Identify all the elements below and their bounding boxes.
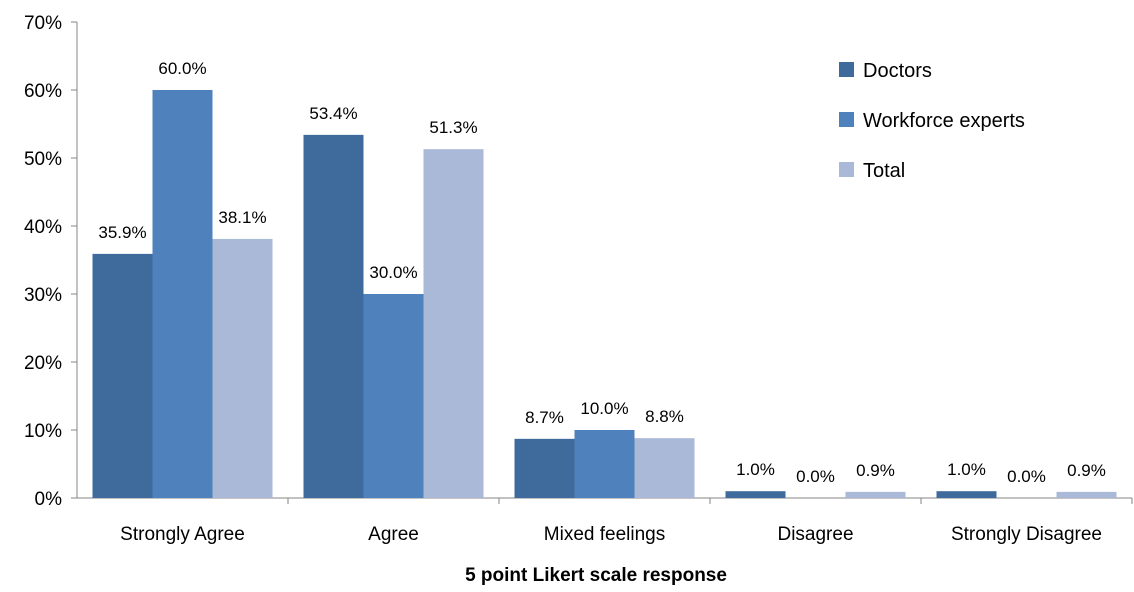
bar	[725, 491, 786, 498]
legend-swatch	[839, 162, 854, 177]
bar	[936, 491, 997, 498]
y-tick-label: 10%	[24, 421, 62, 442]
x-category-label: Mixed feelings	[544, 524, 665, 545]
bar	[423, 149, 484, 498]
y-tick-label: 40%	[24, 217, 62, 238]
data-label: 53.4%	[309, 104, 357, 123]
y-tick-label: 60%	[24, 81, 62, 102]
legend-swatch	[839, 112, 854, 127]
bar	[634, 438, 695, 498]
axes: 0% 10% 20% 30% 40% 50% 60% 70% Strongly Agree Agr…	[24, 13, 1133, 545]
data-label: 0.9%	[856, 461, 895, 480]
legend-label: Total	[863, 160, 905, 182]
legend-label: Workforce experts	[863, 110, 1025, 132]
data-label: 10.0%	[580, 399, 628, 418]
bar	[152, 90, 213, 498]
data-label: 8.7%	[525, 408, 564, 427]
data-label: 30.0%	[369, 263, 417, 282]
bar	[92, 253, 153, 498]
data-label: 1.0%	[736, 460, 775, 479]
data-label: 0.0%	[796, 467, 835, 486]
data-label: 38.1%	[218, 208, 266, 227]
bar	[303, 134, 364, 498]
data-label: 0.0%	[1007, 467, 1046, 486]
bar	[845, 491, 906, 498]
bar	[1056, 491, 1117, 498]
x-category-label: Agree	[368, 524, 419, 545]
y-tick-label: 50%	[24, 149, 62, 170]
y-tick-label: 0%	[35, 489, 63, 510]
legend-label: Doctors	[863, 60, 932, 82]
y-tick-label: 70%	[24, 13, 62, 34]
bar	[514, 438, 575, 498]
y-tick-label: 20%	[24, 353, 62, 374]
bar	[574, 430, 635, 498]
data-label: 60.0%	[158, 59, 206, 78]
x-category-label: Disagree	[777, 524, 853, 545]
data-label: 1.0%	[947, 460, 986, 479]
bar	[363, 294, 424, 498]
data-labels: 35.9% 60.0% 38.1% 53.4% 30.0% 51.3% 8.7% 10.0% 8…	[98, 59, 1105, 486]
bars	[92, 90, 1117, 499]
legend-swatch	[839, 62, 854, 77]
data-label: 35.9%	[98, 223, 146, 242]
legend: Doctors Workforce experts Total	[839, 60, 1025, 182]
x-axis-title: 5 point Likert scale response	[465, 565, 727, 586]
data-label: 0.9%	[1067, 461, 1106, 480]
data-label: 51.3%	[429, 118, 477, 137]
data-label: 8.8%	[645, 407, 684, 426]
bar	[212, 238, 273, 499]
x-category-label: Strongly Disagree	[951, 524, 1102, 545]
x-category-label: Strongly Agree	[120, 524, 245, 545]
y-tick-label: 30%	[24, 285, 62, 306]
